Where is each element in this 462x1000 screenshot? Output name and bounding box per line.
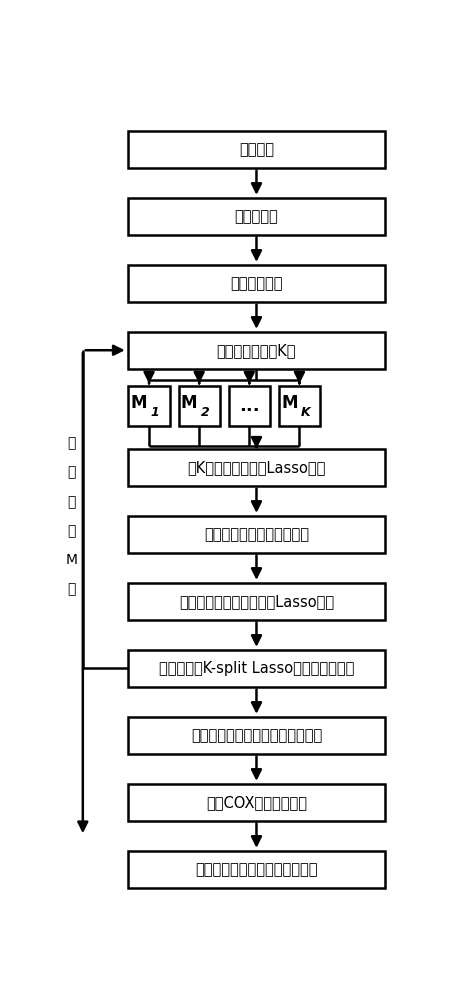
Bar [128, 131, 385, 168]
Text: 代: 代 [67, 524, 76, 538]
Bar [128, 265, 385, 302]
Text: 得到第一次K-split Lasso算法选出的特征: 得到第一次K-split Lasso算法选出的特征 [159, 661, 354, 676]
Text: M: M [281, 394, 298, 412]
Text: ...: ... [239, 397, 260, 415]
Bar [128, 851, 385, 888]
Bar [128, 583, 385, 620]
Bar [128, 784, 385, 821]
Text: M: M [181, 394, 197, 412]
Text: 将组合后的特征再次通过Lasso算法: 将组合后的特征再次通过Lasso算法 [179, 594, 334, 609]
Text: 将样本数据分为K组: 将样本数据分为K组 [217, 343, 296, 358]
Text: 数据预处理: 数据预处理 [235, 209, 278, 224]
Text: M: M [65, 553, 77, 567]
Text: 选: 选 [67, 495, 76, 509]
Text: 输入样本数据: 输入样本数据 [230, 276, 283, 291]
Bar [279, 386, 320, 426]
Bar [128, 516, 385, 553]
Text: 得到用于训练回归模型的特征变量: 得到用于训练回归模型的特征变量 [191, 728, 322, 743]
Bar [229, 386, 270, 426]
Text: K: K [301, 406, 311, 419]
Text: 次: 次 [67, 583, 76, 597]
Text: 对每组选出的特征进行组合: 对每组选出的特征进行组合 [204, 527, 309, 542]
Bar [128, 332, 385, 369]
Text: 将K组特征数据通过Lasso算法: 将K组特征数据通过Lasso算法 [187, 460, 326, 475]
Text: 重: 重 [67, 436, 76, 450]
Text: 对待检测样本进行生存时间分析: 对待检测样本进行生存时间分析 [195, 862, 318, 877]
Text: 复: 复 [67, 466, 76, 480]
Bar [128, 449, 385, 486]
Text: 1: 1 [151, 406, 159, 419]
Bar [128, 198, 385, 235]
Bar [128, 386, 170, 426]
Text: 获取COX基本回归模型: 获取COX基本回归模型 [206, 795, 307, 810]
Text: M: M [131, 394, 147, 412]
Bar [179, 386, 220, 426]
Text: 2: 2 [201, 406, 210, 419]
Text: 获取数据: 获取数据 [239, 142, 274, 157]
Bar [128, 717, 385, 754]
Bar [128, 650, 385, 687]
